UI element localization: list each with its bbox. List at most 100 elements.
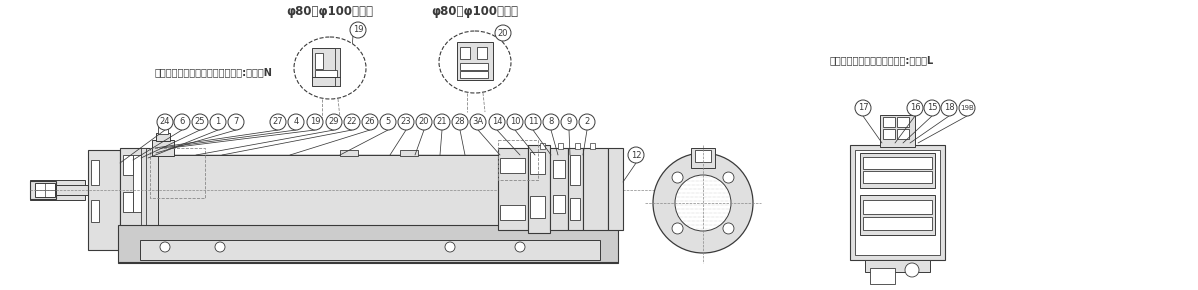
Bar xyxy=(120,148,161,230)
Bar xyxy=(56,185,91,195)
Circle shape xyxy=(362,114,379,130)
Bar xyxy=(456,42,494,80)
Bar xyxy=(870,268,895,284)
Bar xyxy=(860,195,934,235)
Bar xyxy=(91,160,99,185)
Bar xyxy=(540,143,545,149)
Text: 23: 23 xyxy=(400,117,411,126)
Text: 25: 25 xyxy=(195,117,205,126)
Text: 1: 1 xyxy=(216,117,220,126)
Bar xyxy=(583,148,609,230)
Bar xyxy=(897,117,909,127)
Circle shape xyxy=(907,100,922,116)
Bar xyxy=(897,129,909,139)
Bar xyxy=(91,200,99,222)
Bar xyxy=(123,155,133,175)
Bar xyxy=(87,150,120,250)
Bar xyxy=(530,196,545,218)
Bar xyxy=(460,71,488,78)
Bar xyxy=(30,181,56,199)
Bar xyxy=(575,143,580,149)
Circle shape xyxy=(157,114,173,130)
Bar xyxy=(881,115,915,147)
Circle shape xyxy=(344,114,361,130)
Bar xyxy=(30,180,85,200)
Bar xyxy=(883,117,895,127)
Circle shape xyxy=(940,100,957,116)
Circle shape xyxy=(434,114,450,130)
Circle shape xyxy=(452,114,468,130)
Circle shape xyxy=(174,114,190,130)
Circle shape xyxy=(161,242,170,252)
Bar xyxy=(863,157,932,169)
Text: マニュアル解除ロックタイプ:㛲記号L: マニュアル解除ロックタイプ:㛲記号L xyxy=(830,55,934,65)
Circle shape xyxy=(525,114,541,130)
Bar xyxy=(855,150,940,255)
Circle shape xyxy=(288,114,304,130)
Bar xyxy=(133,155,141,212)
Text: 20: 20 xyxy=(419,117,429,126)
Text: マニュアル解除ノンロックタイプ:㛲記号N: マニュアル解除ノンロックタイプ:㛲記号N xyxy=(155,67,273,77)
Circle shape xyxy=(904,263,919,277)
Bar xyxy=(477,47,488,59)
Circle shape xyxy=(326,114,341,130)
Bar xyxy=(500,205,525,220)
Circle shape xyxy=(855,100,871,116)
Text: 19B: 19B xyxy=(960,105,974,111)
Bar xyxy=(558,143,563,149)
Text: 2: 2 xyxy=(585,117,589,126)
Circle shape xyxy=(722,172,734,183)
Circle shape xyxy=(960,100,975,116)
Text: 29: 29 xyxy=(328,117,339,126)
Text: 9: 9 xyxy=(567,117,571,126)
Text: φ80、φ100の場合: φ80、φ100の場合 xyxy=(286,6,374,19)
Text: 11: 11 xyxy=(528,117,538,126)
Text: 22: 22 xyxy=(346,117,357,126)
Bar xyxy=(883,129,895,139)
Text: 10: 10 xyxy=(510,117,520,126)
Text: 21: 21 xyxy=(437,117,447,126)
Bar xyxy=(553,195,565,213)
Ellipse shape xyxy=(438,31,512,93)
Bar xyxy=(570,198,580,220)
Bar xyxy=(315,53,323,69)
Bar xyxy=(528,145,550,233)
Bar xyxy=(35,183,55,197)
Bar xyxy=(340,150,358,156)
Bar xyxy=(141,148,146,230)
Text: 6: 6 xyxy=(180,117,184,126)
Circle shape xyxy=(214,242,225,252)
Text: 12: 12 xyxy=(631,151,641,160)
Circle shape xyxy=(924,100,940,116)
Text: 28: 28 xyxy=(455,117,465,126)
Text: 18: 18 xyxy=(944,104,955,113)
Circle shape xyxy=(270,114,286,130)
Bar xyxy=(553,160,565,178)
Ellipse shape xyxy=(294,37,367,99)
Bar xyxy=(865,260,930,272)
Bar xyxy=(691,148,715,168)
Circle shape xyxy=(307,114,323,130)
Bar xyxy=(123,192,133,212)
Text: 5: 5 xyxy=(386,117,391,126)
Bar xyxy=(117,225,618,263)
Circle shape xyxy=(350,22,367,38)
Circle shape xyxy=(495,25,512,41)
Circle shape xyxy=(507,114,524,130)
Text: 16: 16 xyxy=(909,104,920,113)
Bar xyxy=(498,140,538,180)
Circle shape xyxy=(628,147,645,163)
Circle shape xyxy=(210,114,226,130)
Bar xyxy=(460,47,470,59)
Bar xyxy=(158,127,168,134)
Circle shape xyxy=(489,114,506,130)
Bar xyxy=(498,148,528,230)
Bar xyxy=(568,148,583,230)
Circle shape xyxy=(398,114,415,130)
Text: 17: 17 xyxy=(858,104,869,113)
Bar xyxy=(530,152,545,174)
Circle shape xyxy=(672,172,683,183)
Text: 26: 26 xyxy=(364,117,375,126)
Circle shape xyxy=(515,242,525,252)
Text: 19: 19 xyxy=(352,26,363,35)
